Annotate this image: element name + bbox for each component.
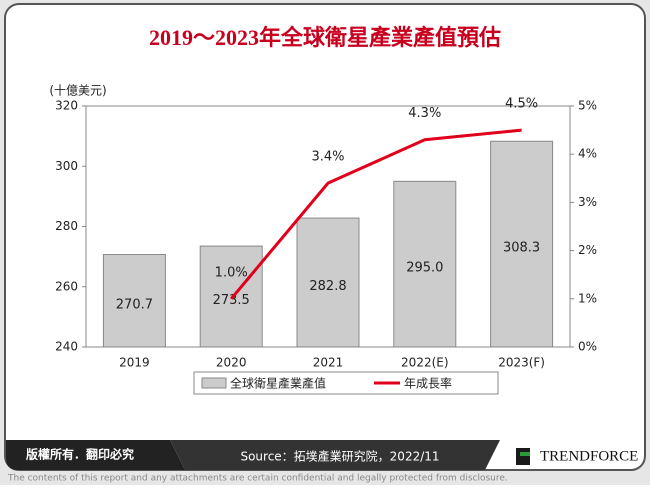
logo-icon [516,448,530,465]
legend-swatch [201,377,227,389]
footer-bar [6,440,185,470]
logo-icon [520,452,530,456]
bar-value-label: 282.8 [309,279,346,294]
bar [393,180,457,348]
legend-box [193,371,499,395]
x-tick-label: 2021 [313,356,344,370]
x-tick-label: 2022(E) [401,356,448,370]
footer-bar [170,440,500,470]
y2-tick-label: 5% [578,99,597,113]
legend-label: 年成長率 [404,376,452,391]
growth-line [230,128,522,300]
footer-disclaimer: The contents of this report and any atta… [7,474,508,484]
y-tick-label: 300 [55,159,78,173]
y-tick-label: 320 [55,99,78,113]
bar-value-label: 273.5 [213,293,250,308]
footer-rights: 版權所有．翻印必究 [26,447,134,462]
y-tick-label: 240 [55,340,78,354]
bar-value-label: 270.7 [116,297,153,312]
x-tick-label: 2023(F) [498,356,545,370]
y-axis-label: (十億美元) [49,84,106,98]
line-value-label: 1.0% [215,265,248,280]
y2-tick-label: 2% [578,243,597,257]
bar [296,217,360,348]
y2-tick-label: 1% [578,291,597,305]
line-value-label: 3.4% [311,150,344,165]
footer-brand: TRENDFORCE [540,448,638,464]
x-tick-label: 2019 [119,356,150,370]
bar [490,140,554,348]
bar [102,254,166,348]
line-value-label: 4.5% [505,97,538,112]
y-tick-label: 260 [55,279,78,293]
chart-title: 2019～2023年全球衛星產業產值預估 [149,25,501,50]
y2-tick-label: 0% [578,340,597,354]
y2-tick-label: 4% [578,147,597,161]
legend-label: 全球衛星產業產值 [230,376,326,391]
footer-source: Source：拓墣產業研究院，2022/11 [240,449,439,464]
y2-tick-label: 3% [578,195,597,209]
y-tick-label: 280 [55,219,78,233]
line-value-label: 4.3% [408,106,441,121]
bar-value-label: 308.3 [503,241,540,256]
bar-value-label: 295.0 [406,261,443,276]
x-tick-label: 2020 [216,356,247,370]
